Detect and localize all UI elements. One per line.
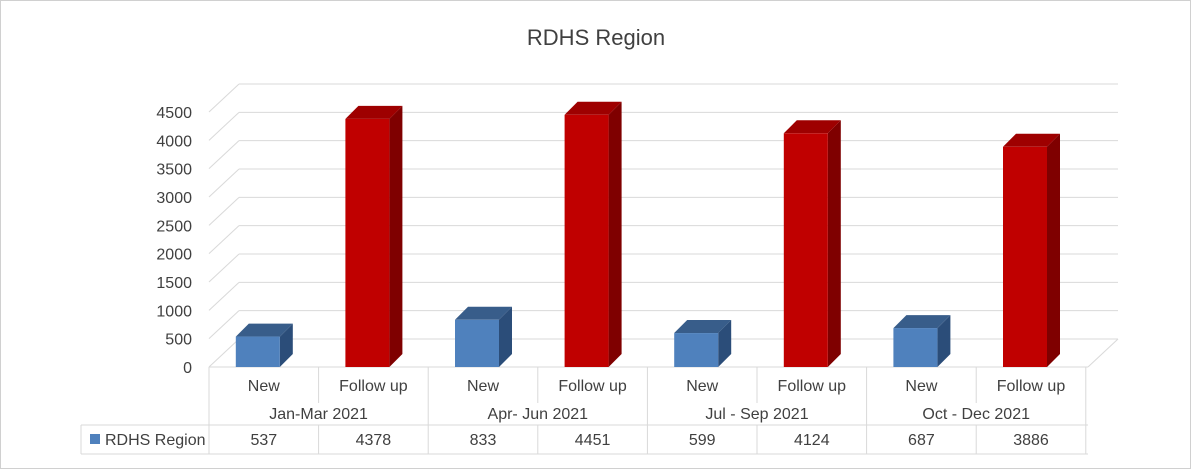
y-tick-label: 1500 xyxy=(156,275,192,292)
grid-diagonal xyxy=(208,253,240,283)
grid-diagonal xyxy=(208,196,240,226)
category-label: New xyxy=(905,378,937,395)
bar-follow-up xyxy=(345,105,403,367)
group-label: Jan-Mar 2021 xyxy=(269,406,368,423)
bar-side-face xyxy=(279,323,293,367)
y-tick-label: 3000 xyxy=(156,190,192,207)
y-tick-label: 500 xyxy=(165,332,192,349)
grid-diagonal xyxy=(208,225,240,255)
gridlines xyxy=(208,83,1119,368)
bar-top-face xyxy=(893,315,951,329)
data-value-label: 599 xyxy=(689,432,716,449)
bar-side-face xyxy=(1047,133,1060,367)
bar-front-face xyxy=(1003,146,1047,367)
grid-diagonal xyxy=(208,140,240,170)
bar-top-face xyxy=(564,101,622,115)
bar-front-face xyxy=(455,319,499,367)
group-label: Apr- Jun 2021 xyxy=(488,406,589,423)
bars xyxy=(235,101,1060,367)
grid-diagonal xyxy=(208,338,240,368)
category-label: New xyxy=(686,378,718,395)
bar-top-face xyxy=(345,105,403,119)
bar-side-face xyxy=(608,101,622,367)
bar-front-face xyxy=(235,336,280,367)
grid-diagonal xyxy=(208,310,240,340)
bar-top-face xyxy=(1003,133,1060,147)
grid-diagonal xyxy=(208,83,240,113)
data-value-label: 537 xyxy=(250,432,277,449)
y-tick-label: 4000 xyxy=(156,133,192,150)
group-label: Jul - Sep 2021 xyxy=(705,406,808,423)
bar-front-face xyxy=(893,328,938,367)
category-label: Follow up xyxy=(778,378,847,395)
legend-key xyxy=(90,434,100,444)
grid-diagonal xyxy=(208,281,240,311)
chart-title: RDHS Region xyxy=(527,25,665,50)
bar-side-face xyxy=(718,320,732,367)
category-label: New xyxy=(467,378,499,395)
bar-top-face xyxy=(783,120,841,134)
y-tick-label: 2500 xyxy=(156,218,192,235)
y-axis-tick-labels: 0 500 1000 1500 2000 2500 3000 3500 4000 4500 xyxy=(156,105,192,377)
bar-new xyxy=(455,306,512,367)
data-value-label: 3886 xyxy=(1013,432,1049,449)
bar-front-face xyxy=(564,114,609,367)
bar-top-face xyxy=(455,306,512,320)
bar-front-face xyxy=(345,118,390,367)
data-value-label: 833 xyxy=(470,432,497,449)
data-value-label: 4378 xyxy=(356,432,392,449)
category-label: New xyxy=(248,378,280,395)
data-value-label: 4124 xyxy=(794,432,830,449)
y-tick-label: 4500 xyxy=(156,105,192,122)
y-tick-label: 2000 xyxy=(156,247,192,264)
bar-side-face xyxy=(499,306,512,367)
bar-follow-up xyxy=(783,120,841,367)
group-label: Oct - Dec 2021 xyxy=(922,406,1030,423)
y-tick-label: 1000 xyxy=(156,303,192,320)
category-label: Follow up xyxy=(558,378,627,395)
bar-top-face xyxy=(235,323,293,337)
bar-front-face xyxy=(674,333,719,367)
bar-new xyxy=(235,323,293,367)
bar-follow-up xyxy=(564,101,622,367)
bar-side-face xyxy=(389,105,403,367)
data-value-label: 687 xyxy=(908,432,935,449)
floor-side-edge xyxy=(1087,338,1119,368)
data-table: New Follow up Jan-Mar 2021 New Follow up Apr-… xyxy=(80,367,1088,455)
bar-front-face xyxy=(783,133,828,367)
bar-top-face xyxy=(674,320,732,334)
legend-series-name: RDHS Region xyxy=(105,432,205,449)
data-value-label: 4451 xyxy=(575,432,611,449)
bar-side-face xyxy=(827,120,841,367)
bar-new xyxy=(674,320,732,367)
grid-diagonal xyxy=(208,111,240,141)
grid-diagonal xyxy=(208,168,240,198)
y-tick-label: 3500 xyxy=(156,162,192,179)
bar-side-face xyxy=(937,315,951,367)
y-tick-label: 0 xyxy=(183,360,192,377)
category-label: Follow up xyxy=(339,378,408,395)
category-label: Follow up xyxy=(997,378,1066,395)
bar-new xyxy=(893,315,951,367)
bar-follow-up xyxy=(1003,133,1060,367)
